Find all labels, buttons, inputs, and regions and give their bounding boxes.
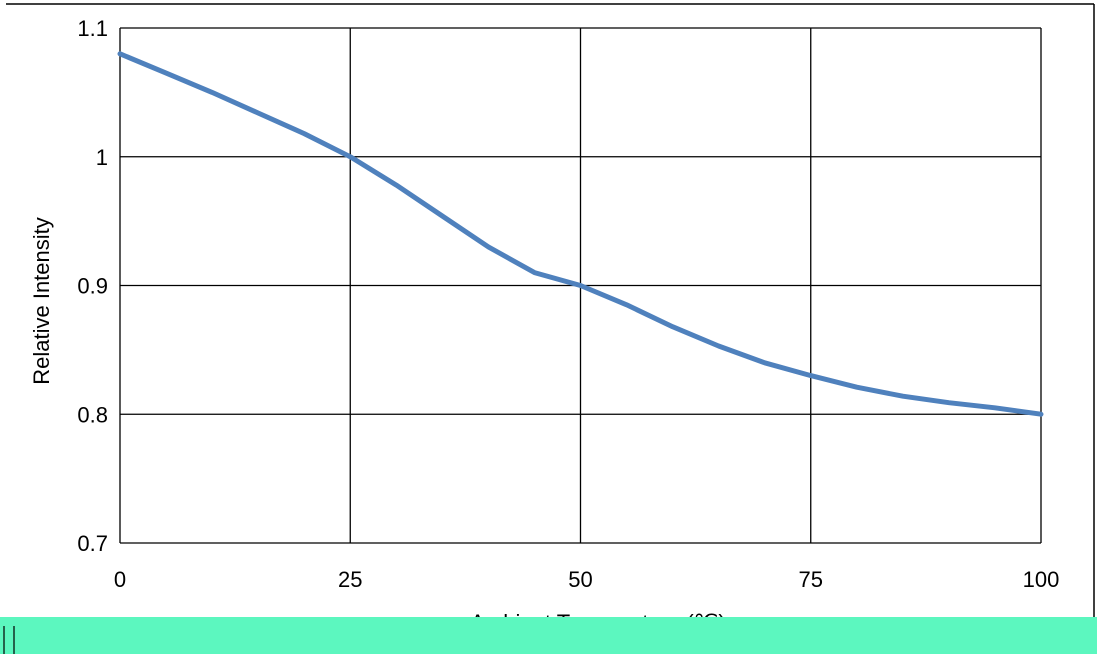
x-tick-label: 50: [568, 567, 592, 592]
series-layer: [117, 51, 1044, 417]
y-tick-label: 0.9: [77, 274, 108, 299]
x-tick-label: 100: [1023, 567, 1060, 592]
tick-label-layer: 0 25 50 75 100 0.7 0.8 0.9 1 1.1: [77, 16, 1059, 592]
y-tick-label: 1: [96, 145, 108, 170]
overlay-bar: [0, 617, 1097, 654]
x-tick-label: 75: [799, 567, 823, 592]
x-tick-label: 25: [338, 567, 362, 592]
y-tick-label: 0.7: [77, 531, 108, 556]
y-tick-label: 0.8: [77, 402, 108, 427]
y-tick-label: 1.1: [77, 16, 108, 41]
x-tick-label: 0: [114, 567, 126, 592]
series-line-0: [117, 51, 1044, 417]
y-axis-title: Relative Intensity: [29, 217, 54, 385]
